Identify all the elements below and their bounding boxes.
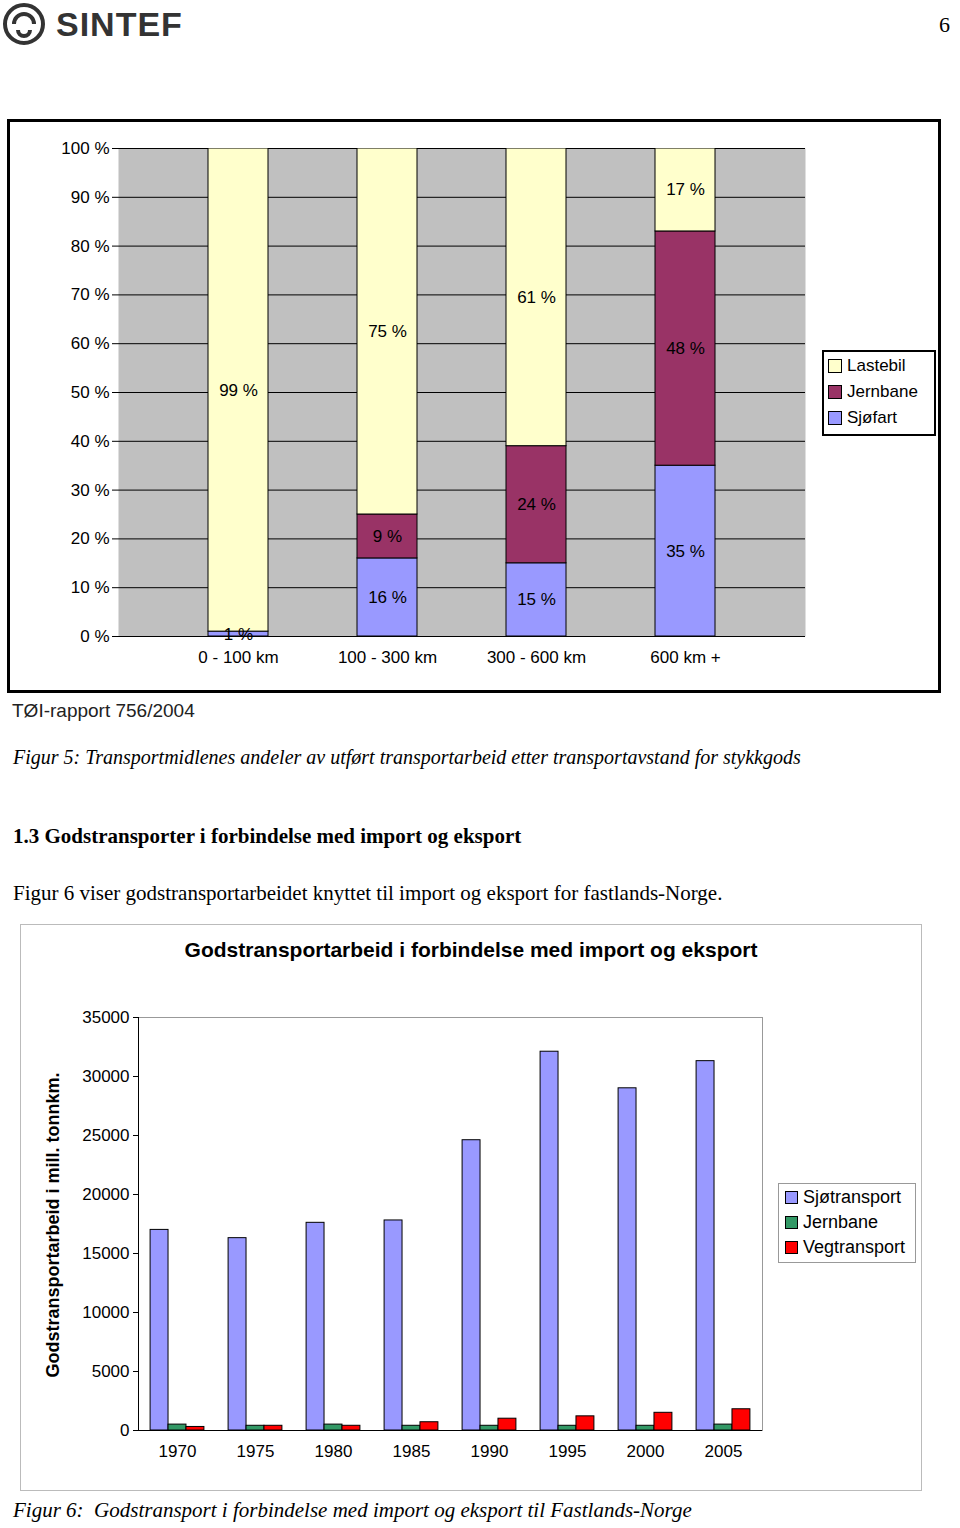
svg-text:30000: 30000 [82,1067,129,1086]
svg-text:2000: 2000 [627,1442,665,1461]
svg-text:60 %: 60 % [71,334,110,353]
svg-text:1 %: 1 % [224,625,253,644]
svg-text:1985: 1985 [393,1442,431,1461]
svg-text:17 %: 17 % [666,180,705,199]
html-text:Vegtransport: Vegtransport [803,1237,906,1257]
svg-text:300 - 600 km: 300 - 600 km [487,648,586,667]
svg-text:90 %: 90 % [71,188,110,207]
svg-text:20000: 20000 [82,1185,129,1204]
svg-text:0: 0 [120,1421,129,1440]
svg-text:0 %: 0 % [80,627,109,646]
svg-text:80 %: 80 % [71,237,110,256]
html-text:Lastebil: Lastebil [847,356,906,375]
svg-text:10 %: 10 % [71,578,110,597]
html-text:SINTEF: SINTEF [56,4,183,43]
svg-text:35 %: 35 % [666,542,705,561]
svg-text:30 %: 30 % [71,481,110,500]
svg-text:1970: 1970 [159,1442,197,1461]
html-text:Jernbane: Jernbane [803,1212,879,1232]
svg-text:35000: 35000 [82,1008,129,1027]
html-text:Figur 5: Transportmidlenes and: Figur 5: Transportmidlenes andeler av ut… [13,746,801,768]
svg-text:25000: 25000 [82,1126,129,1145]
html-text:1.3 Godstransporter i forbinde: 1.3 Godstransporter i forbindelse med im… [13,824,522,848]
html-text:Figur 6 viser godstransportarb: Figur 6 viser godstransportarbeidet knyt… [13,881,723,905]
svg-text:15000: 15000 [82,1244,129,1263]
svg-text:1995: 1995 [549,1442,587,1461]
html-text:Figur 6: Godstransport i forbi: Figur 6: Godstransport i forbindelse med… [13,1498,692,1522]
svg-text:15 %: 15 % [517,590,556,609]
svg-text:70 %: 70 % [71,285,110,304]
html-text:Sjøfart: Sjøfart [847,408,898,427]
html-text:6: 6 [939,12,950,37]
svg-text:20 %: 20 % [71,529,110,548]
svg-text:600 km +: 600 km + [650,648,720,667]
svg-text:61 %: 61 % [517,288,556,307]
svg-text:5000: 5000 [92,1362,130,1381]
html-text:TØI-rapport 756/2004: TØI-rapport 756/2004 [12,700,195,721]
svg-text:1975: 1975 [237,1442,275,1461]
svg-text:10000: 10000 [82,1303,129,1322]
html-text:Sjøtransport: Sjøtransport [803,1187,901,1207]
svg-text:75 %: 75 % [368,322,407,341]
svg-text:24 %: 24 % [517,495,556,514]
svg-text:9 %: 9 % [373,527,402,546]
svg-text:48 %: 48 % [666,339,705,358]
svg-text:1980: 1980 [315,1442,353,1461]
svg-text:40 %: 40 % [71,432,110,451]
svg-text:100 %: 100 % [61,139,109,158]
svg-text:99 %: 99 % [219,381,258,400]
svg-text:50 %: 50 % [71,383,110,402]
svg-text:16 %: 16 % [368,588,407,607]
html-text:Godstransportarbeid i mill. to: Godstransportarbeid i mill. tonnkm. [42,1072,63,1378]
svg-text:2005: 2005 [705,1442,743,1461]
svg-text:100 - 300 km: 100 - 300 km [338,648,437,667]
html-text:Jernbane: Jernbane [847,382,918,401]
svg-text:0 - 100 km: 0 - 100 km [198,648,278,667]
html-text:Godstransportarbeid i forbinde: Godstransportarbeid i forbindelse med im… [184,938,758,961]
svg-text:1990: 1990 [471,1442,509,1461]
